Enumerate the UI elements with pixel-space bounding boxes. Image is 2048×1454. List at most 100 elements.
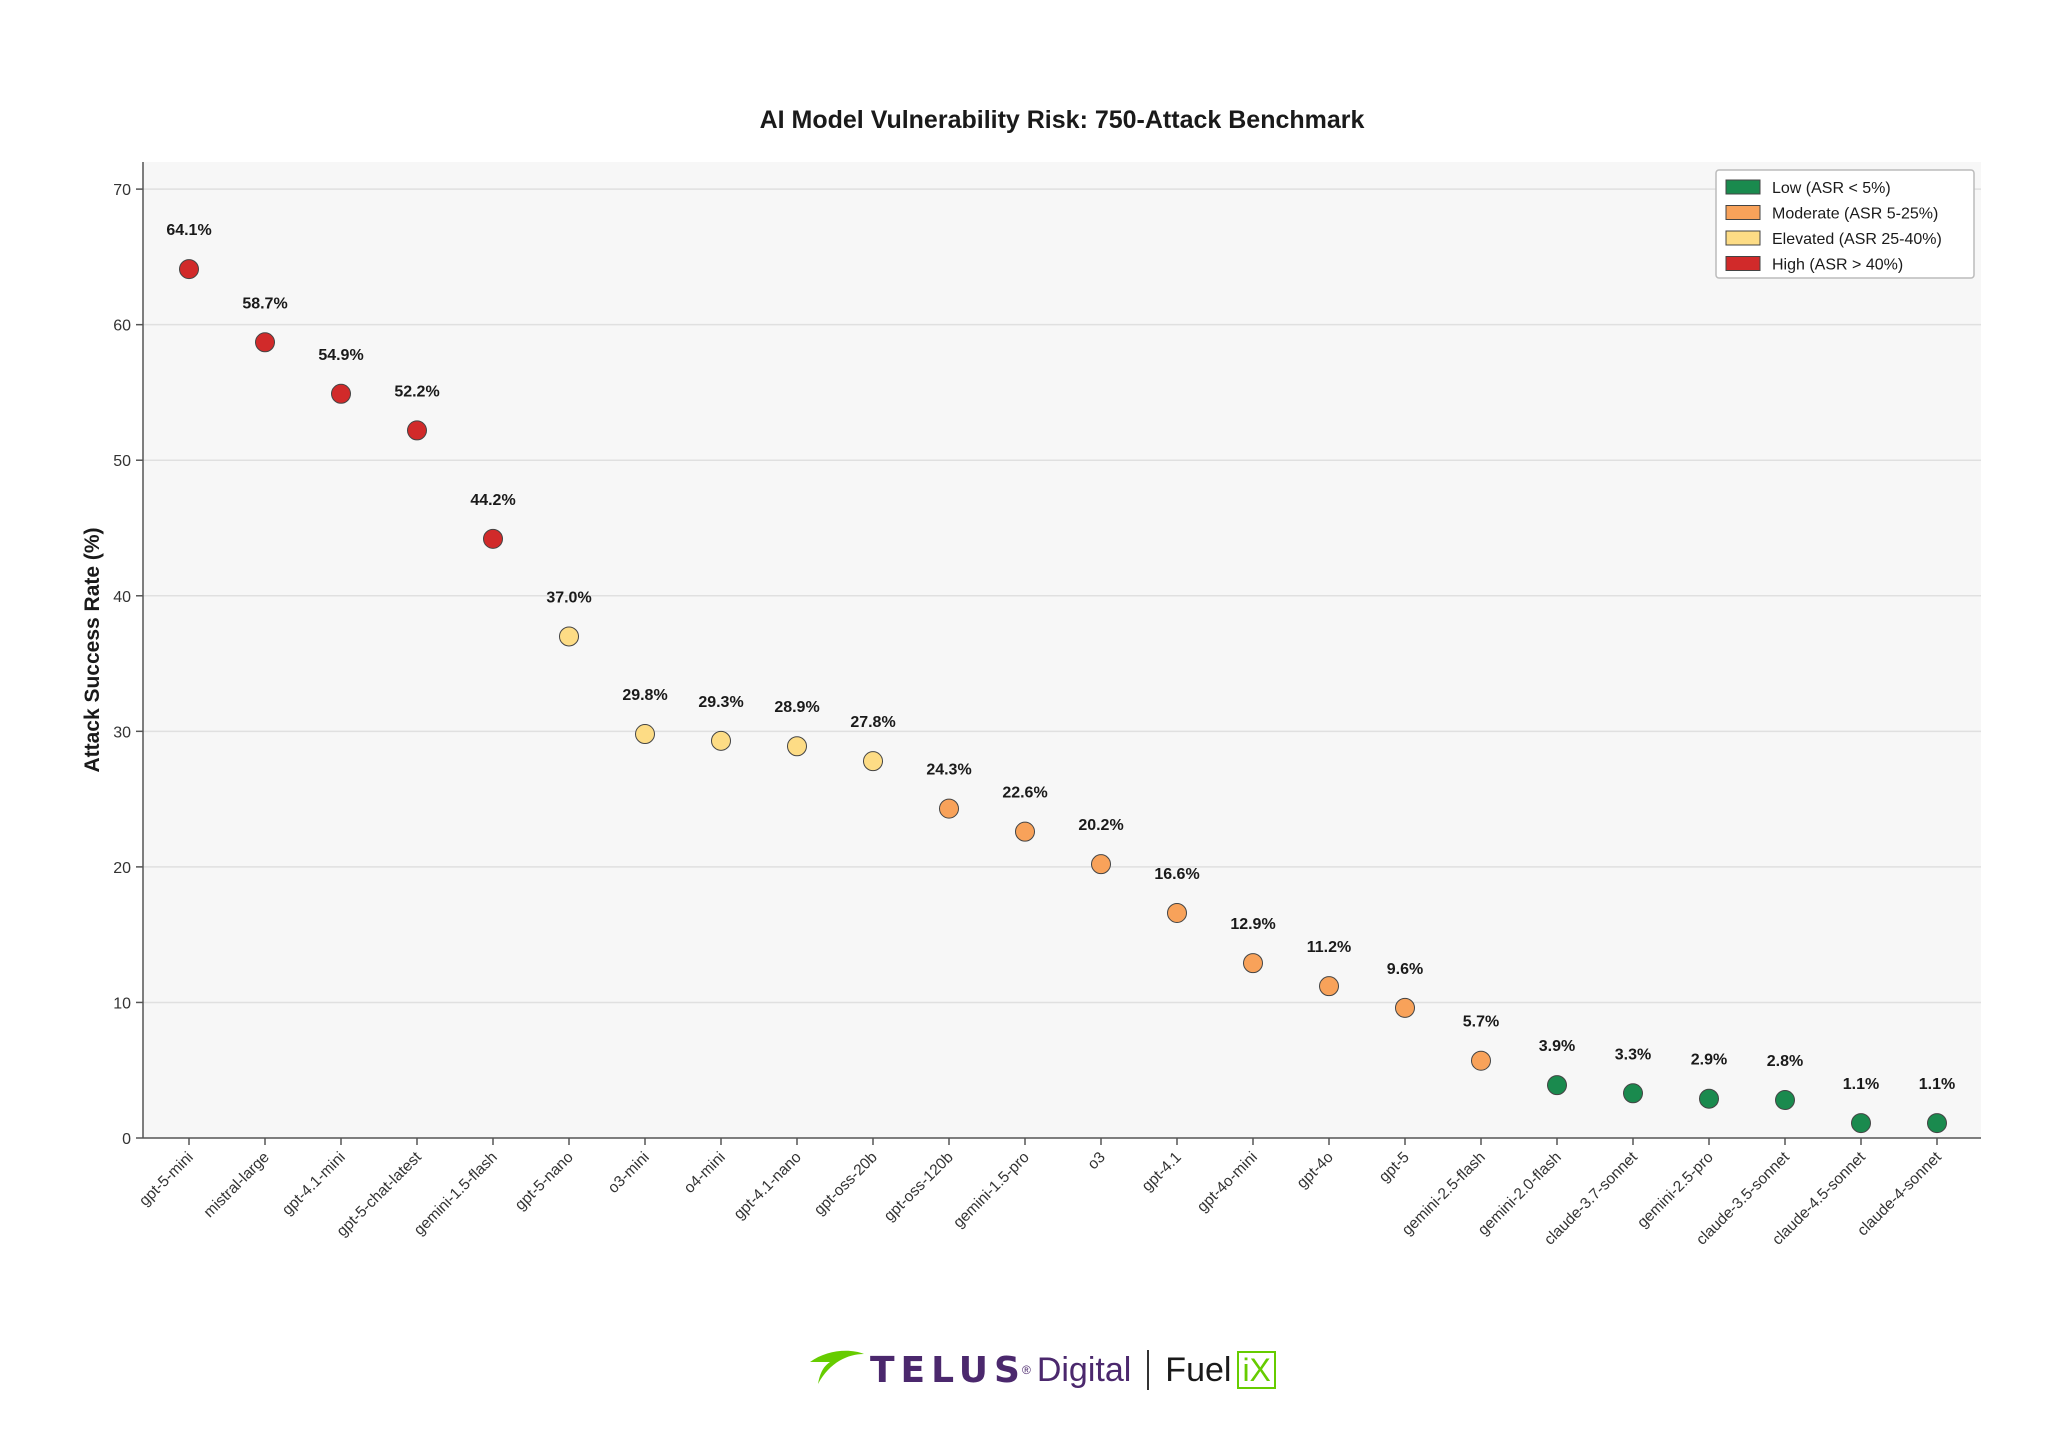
data-label: 2.9% [1691,1052,1727,1069]
data-label: 20.2% [1078,817,1123,834]
data-point [863,751,883,772]
grid-lines [143,188,1981,1004]
data-label: 2.8% [1767,1053,1803,1070]
data-point [1243,953,1263,974]
data-point [331,383,351,404]
legend-swatch [1725,179,1761,195]
y-tick-label: 10 [113,995,131,1012]
data-label: 3.9% [1539,1038,1575,1055]
y-tick-label: 60 [113,318,131,335]
data-label: 29.8% [622,687,667,704]
y-axis-label: Attack Success Rate (%) [81,527,104,772]
x-tick-label: gpt-4o [1294,1149,1337,1192]
data-point [179,259,199,280]
legend-label: Low (ASR < 5%) [1772,180,1891,197]
telus-wordmark: TELUS [870,1349,1026,1391]
data-point [483,528,503,549]
x-tick-label: gemini-1.5-pro [950,1149,1033,1232]
legend-swatch [1725,256,1761,271]
data-point [1775,1090,1795,1111]
digital-wordmark: Digital [1036,1350,1132,1389]
data-point [1699,1088,1719,1109]
data-label: 16.6% [1154,866,1199,883]
telus-swoosh-icon [810,1350,864,1384]
data-point [1167,902,1187,923]
ix-wordmark: iX [1237,1351,1276,1389]
x-axis: gpt-5-mini mistral-large gpt-4.1-mini gpt-5… [136,1138,1945,1249]
data-point [939,798,959,819]
data-point [1623,1083,1643,1104]
plot-area [143,162,1981,1138]
data-labels: 64.1% 58.7% 54.9% 52.2% 44.2% 37.0% 29.8% 29.3%… [166,222,1955,1093]
data-label: 28.9% [774,699,819,716]
logo-divider [1147,1350,1150,1390]
legend-swatch [1725,230,1761,246]
registered-mark: ® [1021,1363,1031,1377]
x-tick-label: mistral-large [201,1149,273,1221]
telus-digital-fuel-ix-logo: TELUS ® Digital Fuel iX [808,1340,1276,1400]
x-tick-label: gpt-5-mini [136,1149,197,1210]
y-axis: 0 10 20 30 40 50 60 70 [113,162,1981,1148]
x-tick-label: gpt-4.1 [1139,1149,1185,1195]
x-tick-label: gpt-4.1-nano [731,1149,805,1223]
data-label: 12.9% [1230,916,1275,933]
data-point [1471,1050,1491,1071]
data-label: 1.1% [1919,1076,1955,1093]
data-label: 5.7% [1463,1014,1499,1031]
fuel-wordmark: Fuel [1165,1350,1232,1389]
x-tick-label: gpt-5 [1376,1149,1413,1186]
data-label: 22.6% [1002,785,1047,802]
data-points [179,259,1947,1134]
data-point [1547,1075,1567,1096]
data-label: 44.2% [470,492,515,509]
data-point [635,724,655,745]
data-label: 27.8% [850,714,895,731]
y-tick-label: 40 [113,589,131,606]
data-label: 3.3% [1615,1046,1651,1063]
y-tick-label: 70 [113,182,131,199]
data-point [1851,1113,1871,1134]
data-label: 37.0% [546,589,591,606]
data-point [1927,1113,1947,1134]
data-label: 64.1% [166,222,211,239]
data-point [787,736,807,757]
x-tick-label: gpt-oss-20b [811,1149,881,1219]
data-point [407,420,427,441]
y-tick-label: 30 [113,724,131,741]
data-point [255,332,275,353]
data-point [1395,997,1415,1018]
y-tick-label: 50 [113,453,131,470]
data-label: 52.2% [394,383,439,400]
legend-label: Moderate (ASR 5-25%) [1772,206,1938,223]
legend-swatch [1725,205,1761,220]
x-tick-label: gpt-4o-mini [1194,1149,1261,1216]
data-label: 54.9% [318,347,363,364]
data-label: 58.7% [242,295,287,312]
data-label: 9.6% [1387,961,1423,978]
data-point [1319,976,1339,997]
y-tick-label: 20 [113,860,131,877]
legend-label: Elevated (ASR 25-40%) [1772,231,1942,248]
x-tick-label: gpt-4.1-mini [279,1149,349,1219]
data-label: 29.3% [698,694,743,711]
x-tick-label: o4-mini [681,1149,729,1197]
legend: Low (ASR < 5%) Moderate (ASR 5-25%) Elevat… [1715,169,1975,279]
data-label: 24.3% [926,762,971,779]
data-point [1091,854,1111,875]
chart-title: AI Model Vulnerability Risk: 750-Attack … [760,106,1365,134]
data-point [1015,821,1035,842]
data-label: 1.1% [1843,1076,1879,1093]
data-point [559,626,579,647]
x-tick-label: gemini-1.5-flash [411,1149,501,1239]
legend-box [1715,169,1975,279]
x-tick-label: gemini-2.5-pro [1634,1149,1717,1232]
data-point [711,730,731,751]
x-tick-label: gpt-5-nano [512,1149,577,1214]
x-tick-label: gpt-oss-120b [881,1149,957,1225]
x-tick-label: claude-4-sonnet [1854,1148,1945,1239]
x-tick-label: o3-mini [605,1149,653,1197]
x-tick-label: o3 [1085,1149,1109,1173]
data-label: 11.2% [1307,939,1351,956]
legend-label: High (ASR > 40%) [1772,257,1903,274]
